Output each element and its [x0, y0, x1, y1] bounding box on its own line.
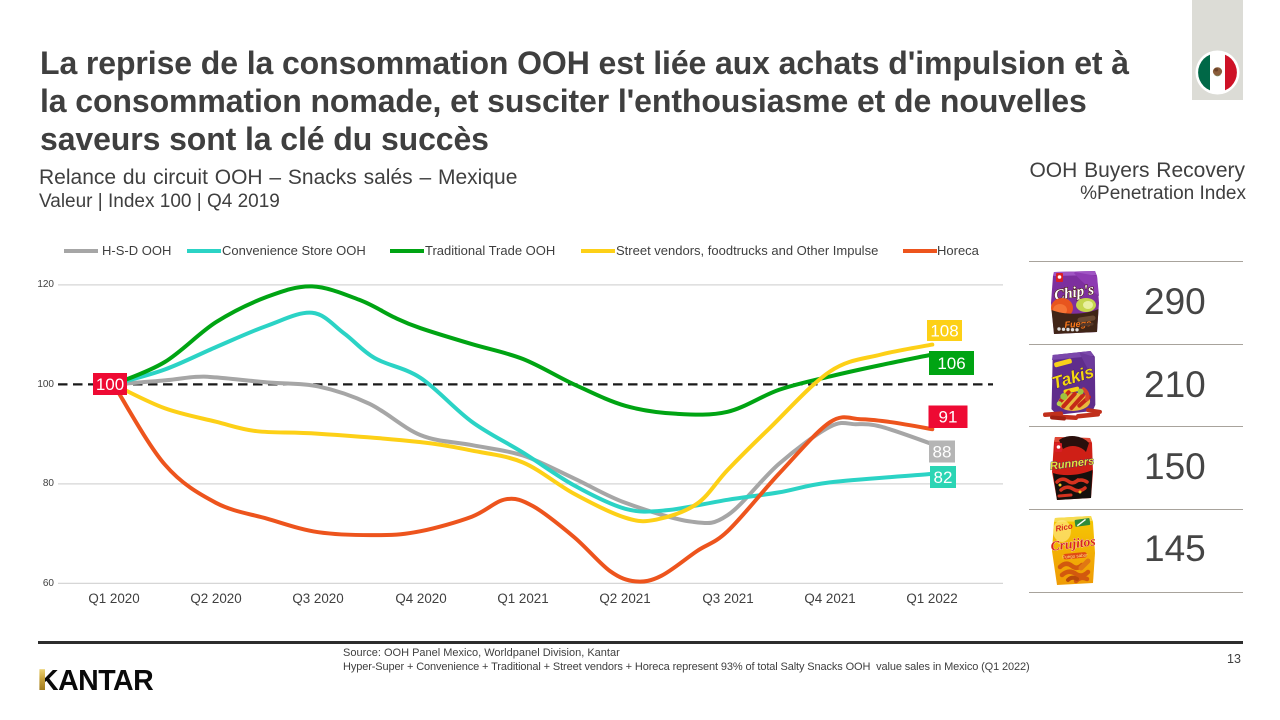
svg-text:108: 108: [930, 321, 958, 340]
svg-text:KANTAR: KANTAR: [38, 665, 153, 696]
svg-text:88: 88: [933, 442, 952, 461]
svg-text:82: 82: [934, 468, 953, 487]
svg-text:100: 100: [96, 375, 124, 394]
svg-text:Rico: Rico: [1055, 522, 1074, 534]
svg-text:Crujitos: Crujitos: [1050, 533, 1097, 553]
svg-text:91: 91: [939, 408, 958, 427]
svg-text:Fuego sabor: Fuego sabor: [1062, 552, 1088, 559]
svg-text:Runners: Runners: [1049, 455, 1095, 472]
svg-text:106: 106: [937, 354, 965, 373]
svg-text:Fuego: Fuego: [1064, 318, 1092, 330]
